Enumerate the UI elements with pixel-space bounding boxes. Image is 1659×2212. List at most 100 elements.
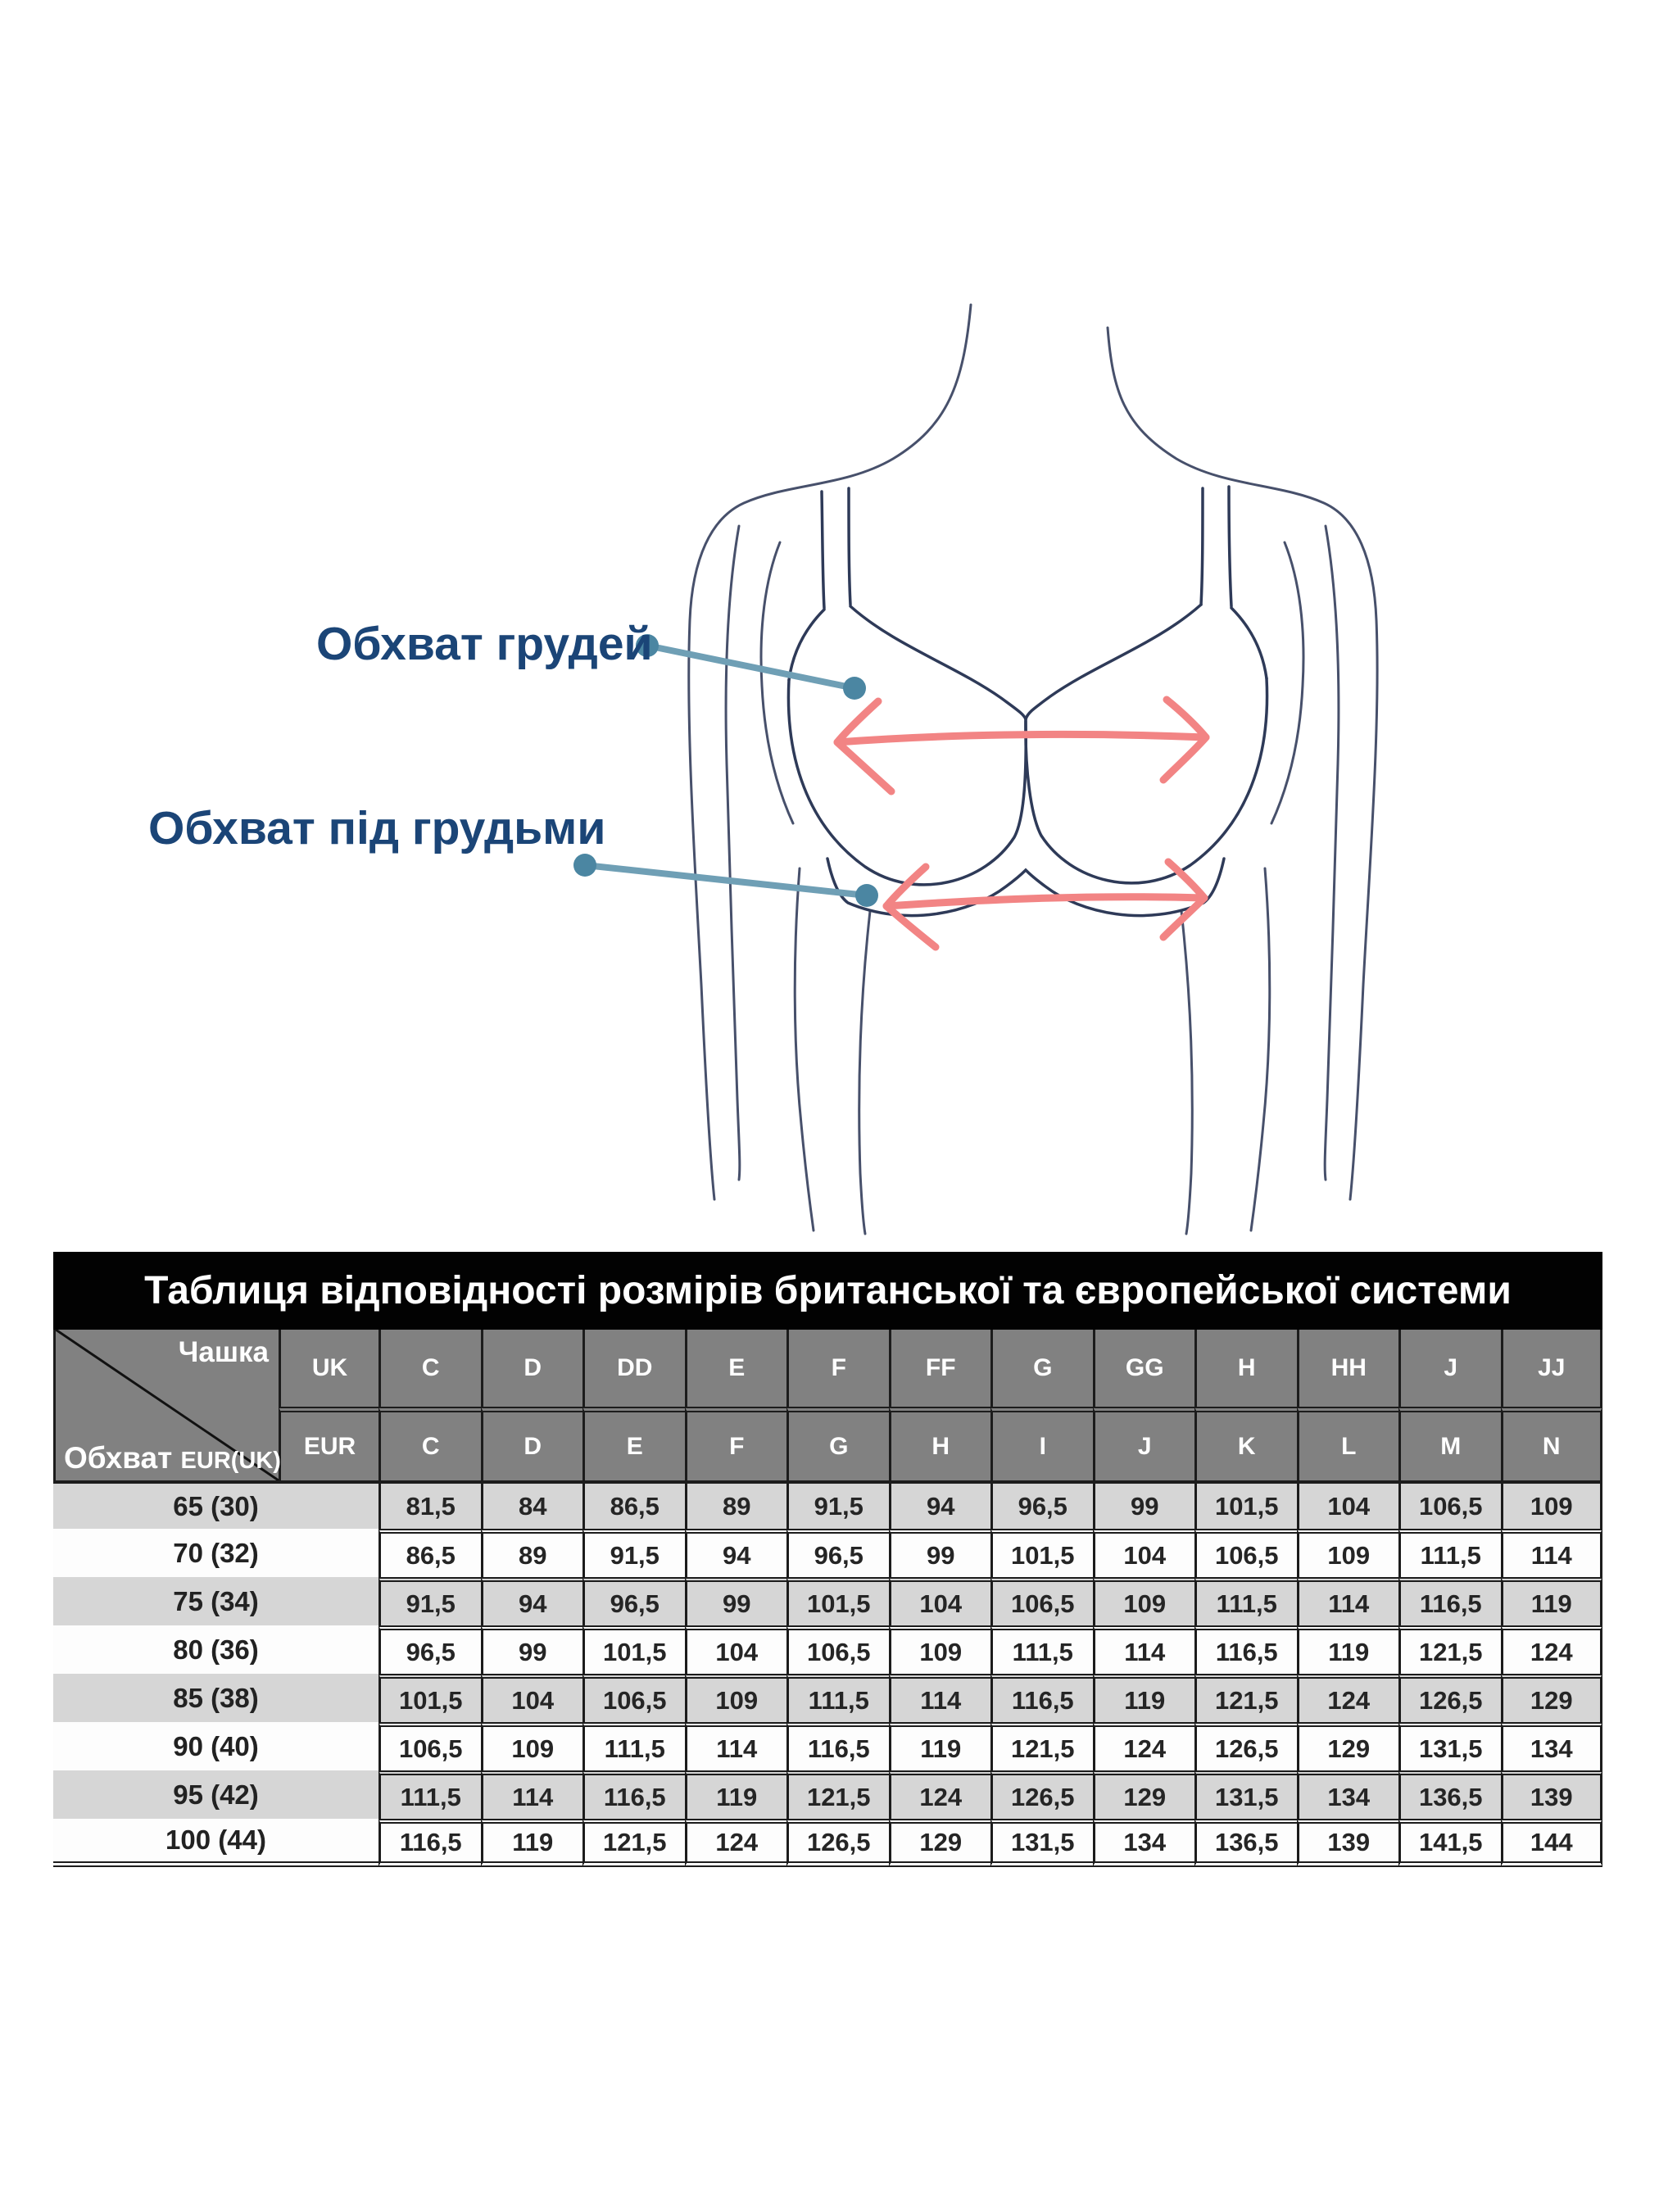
cup-header-uk: D bbox=[480, 1330, 582, 1407]
cup-header-eur: E bbox=[582, 1407, 685, 1480]
eur-system-label: EUR bbox=[279, 1407, 378, 1480]
size-cell: 114 bbox=[684, 1722, 786, 1770]
size-cell: 101,5 bbox=[1194, 1480, 1297, 1529]
size-table-section: Таблиця відповідності розмірів британськ… bbox=[53, 1252, 1602, 1867]
cup-header-uk: FF bbox=[888, 1330, 990, 1407]
table-row: 85 (38) 101,5 104 106,5 109 111,5 114 11… bbox=[53, 1674, 1602, 1722]
table-row: 80 (36) 96,5 99 101,5 104 106,5 109 111,… bbox=[53, 1625, 1602, 1674]
size-cell: 116,5 bbox=[786, 1722, 889, 1770]
size-cell: 121,5 bbox=[1398, 1625, 1501, 1674]
table-row: 95 (42) 111,5 114 116,5 119 121,5 124 12… bbox=[53, 1770, 1602, 1819]
size-cell: 134 bbox=[1500, 1722, 1602, 1770]
bust-arrow bbox=[833, 696, 1210, 796]
cup-header-eur: H bbox=[888, 1407, 990, 1480]
band-size-label: 65 (30) bbox=[53, 1480, 378, 1529]
size-cell: 91,5 bbox=[582, 1529, 685, 1577]
size-cell: 96,5 bbox=[582, 1577, 685, 1625]
size-cell: 106,5 bbox=[378, 1722, 481, 1770]
size-cell: 109 bbox=[1296, 1529, 1398, 1577]
size-cell: 144 bbox=[1500, 1819, 1602, 1867]
corner-girth-label: Обхват EUR(UK) bbox=[64, 1441, 281, 1475]
bust-label: Обхват грудей bbox=[316, 618, 653, 670]
corner-cell: Чашка Обхват EUR(UK) bbox=[53, 1330, 281, 1480]
size-cell: 109 bbox=[888, 1625, 990, 1674]
size-cell: 106,5 bbox=[582, 1674, 685, 1722]
size-cell: 81,5 bbox=[378, 1480, 481, 1529]
bra-measurement-diagram: Обхват грудей Обхват під грудьми bbox=[148, 303, 1379, 1235]
size-cell: 91,5 bbox=[786, 1480, 889, 1529]
cup-header-uk: F bbox=[786, 1330, 889, 1407]
size-cell: 89 bbox=[684, 1480, 786, 1529]
size-cell: 111,5 bbox=[582, 1722, 685, 1770]
band-size-label: 75 (34) bbox=[53, 1577, 378, 1625]
band-size-label: 95 (42) bbox=[53, 1770, 378, 1819]
size-cell: 104 bbox=[888, 1577, 990, 1625]
size-cell: 99 bbox=[888, 1529, 990, 1577]
size-cell: 96,5 bbox=[786, 1529, 889, 1577]
cup-header-uk: HH bbox=[1296, 1330, 1398, 1407]
underbust-leader-dot-right bbox=[855, 884, 878, 907]
size-cell: 116,5 bbox=[378, 1819, 481, 1867]
size-cell: 131,5 bbox=[990, 1819, 1093, 1867]
size-cell: 119 bbox=[684, 1770, 786, 1819]
size-cell: 136,5 bbox=[1398, 1770, 1501, 1819]
size-cell: 116,5 bbox=[582, 1770, 685, 1819]
size-cell: 106,5 bbox=[1194, 1529, 1297, 1577]
underbust-arrow bbox=[882, 858, 1208, 951]
size-cell: 139 bbox=[1500, 1770, 1602, 1819]
header-row-uk: Чашка Обхват EUR(UK) UK C D DD E F FF G … bbox=[53, 1330, 1602, 1480]
size-cell: 109 bbox=[480, 1722, 582, 1770]
table-title: Таблиця відповідності розмірів британськ… bbox=[53, 1252, 1602, 1330]
cup-header-eur: L bbox=[1296, 1407, 1398, 1480]
size-cell: 114 bbox=[1296, 1577, 1398, 1625]
cup-header-uk: JJ bbox=[1500, 1330, 1602, 1407]
size-cell: 124 bbox=[1296, 1674, 1398, 1722]
cup-header-eur: M bbox=[1398, 1407, 1501, 1480]
size-cell: 94 bbox=[480, 1577, 582, 1625]
size-cell: 131,5 bbox=[1194, 1770, 1297, 1819]
size-cell: 126,5 bbox=[786, 1819, 889, 1867]
underbust-label: Обхват під грудьми bbox=[148, 802, 606, 854]
header-row-eur: EUR C D E F G H I J K L M N bbox=[53, 1407, 1602, 1480]
bust-leader-dot-right bbox=[843, 677, 866, 700]
cup-header-eur: F bbox=[684, 1407, 786, 1480]
underbust-leader-dot-left bbox=[573, 854, 596, 877]
table-row: 65 (30) 81,5 84 86,5 89 91,5 94 96,5 99 … bbox=[53, 1480, 1602, 1529]
size-cell: 104 bbox=[684, 1625, 786, 1674]
size-cell: 106,5 bbox=[786, 1625, 889, 1674]
bra-outline bbox=[786, 485, 1269, 918]
size-cell: 106,5 bbox=[1398, 1480, 1501, 1529]
cup-header-eur: I bbox=[990, 1407, 1093, 1480]
cup-header-uk: E bbox=[684, 1330, 786, 1407]
size-cell: 129 bbox=[1296, 1722, 1398, 1770]
size-cell: 99 bbox=[1092, 1480, 1194, 1529]
size-cell: 104 bbox=[480, 1674, 582, 1722]
band-size-label: 90 (40) bbox=[53, 1722, 378, 1770]
table-row: 75 (34) 91,5 94 96,5 99 101,5 104 106,5 … bbox=[53, 1577, 1602, 1625]
size-cell: 114 bbox=[1500, 1529, 1602, 1577]
size-cell: 116,5 bbox=[1398, 1577, 1501, 1625]
size-cell: 121,5 bbox=[786, 1770, 889, 1819]
uk-system-label: UK bbox=[279, 1330, 378, 1407]
size-cell: 101,5 bbox=[378, 1674, 481, 1722]
size-cell: 94 bbox=[888, 1480, 990, 1529]
size-cell: 134 bbox=[1296, 1770, 1398, 1819]
size-cell: 134 bbox=[1092, 1819, 1194, 1867]
size-cell: 111,5 bbox=[1194, 1577, 1297, 1625]
size-cell: 99 bbox=[480, 1625, 582, 1674]
bust-leader-line bbox=[636, 634, 866, 700]
size-cell: 106,5 bbox=[990, 1577, 1093, 1625]
size-cell: 116,5 bbox=[990, 1674, 1093, 1722]
size-cell: 124 bbox=[1092, 1722, 1194, 1770]
cup-header-eur: J bbox=[1092, 1407, 1194, 1480]
size-cell: 91,5 bbox=[378, 1577, 481, 1625]
size-cell: 114 bbox=[480, 1770, 582, 1819]
cup-header-uk: C bbox=[378, 1330, 481, 1407]
size-cell: 101,5 bbox=[582, 1625, 685, 1674]
size-table: Чашка Обхват EUR(UK) UK C D DD E F FF G … bbox=[53, 1330, 1602, 1867]
size-cell: 139 bbox=[1296, 1819, 1398, 1867]
size-cell: 124 bbox=[1500, 1625, 1602, 1674]
size-cell: 86,5 bbox=[582, 1480, 685, 1529]
size-cell: 129 bbox=[1500, 1674, 1602, 1722]
size-cell: 119 bbox=[888, 1722, 990, 1770]
